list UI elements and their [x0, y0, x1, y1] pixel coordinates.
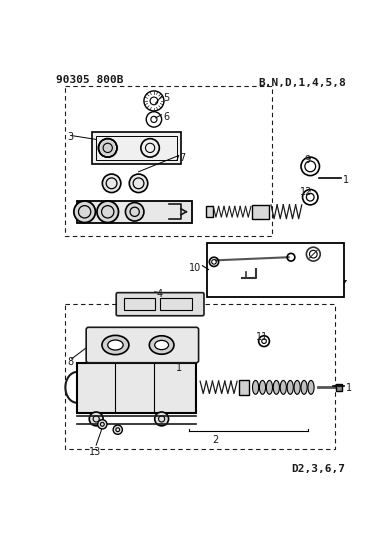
Bar — [96, 135, 177, 160]
Text: 1: 1 — [343, 175, 349, 185]
Text: 2: 2 — [212, 435, 219, 445]
Ellipse shape — [260, 381, 265, 394]
Text: B,N,D,1,4,5,8: B,N,D,1,4,5,8 — [258, 78, 346, 88]
Circle shape — [141, 139, 159, 157]
Circle shape — [89, 412, 103, 426]
Circle shape — [155, 412, 169, 426]
Bar — [65, 85, 272, 236]
Bar — [77, 201, 192, 223]
Bar — [205, 206, 213, 217]
Text: D2,3,6,7: D2,3,6,7 — [292, 464, 346, 474]
Ellipse shape — [273, 381, 279, 394]
Text: 10: 10 — [189, 263, 201, 273]
Text: 11: 11 — [256, 332, 269, 342]
Text: 1: 1 — [176, 363, 181, 373]
Circle shape — [113, 425, 122, 434]
Bar — [124, 298, 155, 310]
Text: N ONLY: N ONLY — [302, 280, 347, 290]
Ellipse shape — [280, 381, 287, 394]
Text: 8: 8 — [67, 357, 73, 367]
Circle shape — [125, 203, 144, 221]
Text: 3: 3 — [67, 132, 73, 142]
Text: 4: 4 — [156, 289, 162, 299]
Bar — [207, 243, 344, 296]
Ellipse shape — [155, 341, 169, 350]
Ellipse shape — [102, 335, 129, 354]
Ellipse shape — [287, 381, 293, 394]
Circle shape — [102, 174, 121, 192]
Bar — [239, 379, 249, 395]
Text: 1: 1 — [346, 383, 352, 393]
Text: 9: 9 — [304, 155, 310, 165]
Ellipse shape — [108, 340, 123, 350]
Text: 6: 6 — [163, 112, 169, 123]
Ellipse shape — [149, 336, 174, 354]
Ellipse shape — [266, 381, 272, 394]
Bar — [65, 304, 335, 449]
Circle shape — [129, 174, 148, 192]
Circle shape — [97, 201, 118, 223]
FancyBboxPatch shape — [116, 293, 204, 316]
Ellipse shape — [301, 381, 307, 394]
Ellipse shape — [252, 381, 259, 394]
Bar — [160, 298, 192, 310]
Text: 13: 13 — [89, 447, 101, 457]
Circle shape — [100, 140, 115, 156]
Bar — [77, 363, 196, 413]
Circle shape — [98, 419, 107, 429]
Text: 7: 7 — [179, 152, 185, 163]
Ellipse shape — [308, 381, 314, 394]
Bar — [93, 132, 181, 164]
FancyBboxPatch shape — [86, 327, 199, 363]
Ellipse shape — [294, 381, 300, 394]
Bar — [252, 205, 269, 219]
Text: 90305 800B: 90305 800B — [56, 75, 123, 85]
Bar — [336, 384, 342, 391]
Text: 5: 5 — [163, 93, 169, 103]
Circle shape — [98, 139, 117, 157]
Circle shape — [74, 201, 95, 223]
Text: 12: 12 — [300, 187, 312, 197]
